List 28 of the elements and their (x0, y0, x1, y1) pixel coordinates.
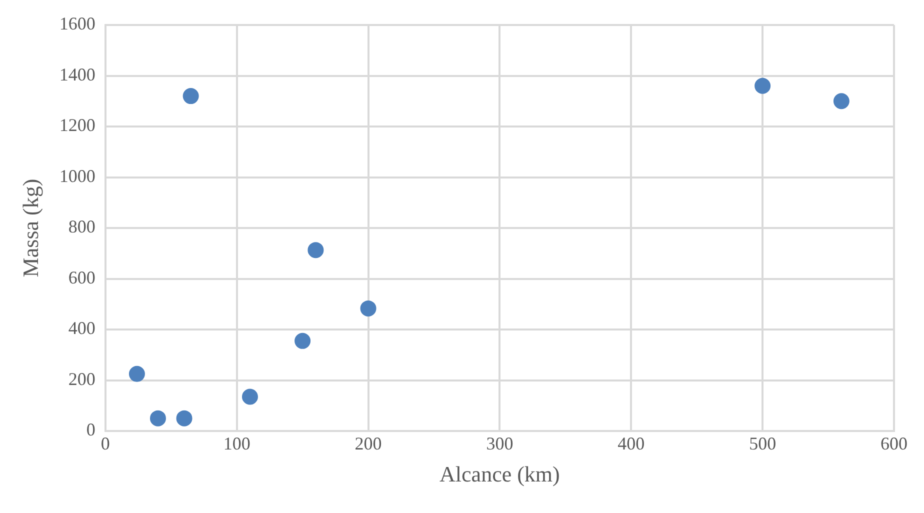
point (360, 300, 376, 316)
y-tick-label: 400 (68, 318, 96, 338)
point (150, 410, 166, 426)
x-tick-label: 600 (880, 434, 908, 454)
y-axis-title: Massa (kg) (18, 178, 43, 278)
point (833, 93, 850, 110)
x-tick-label: 300 (486, 434, 514, 454)
point (294, 332, 311, 349)
y-tick-label: 1000 (59, 166, 96, 186)
point (754, 78, 771, 94)
y-tick-label: 800 (68, 216, 96, 237)
point (242, 388, 258, 405)
x-tick-label: 0 (100, 434, 110, 454)
y-tick-label: 200 (68, 368, 96, 389)
y-tick-label: 1600 (59, 14, 96, 34)
y-tick-label: 1200 (59, 115, 96, 136)
y-tick-label: 0 (86, 420, 96, 440)
y-tick-label: 1400 (59, 64, 96, 84)
x-tick-label: 400 (618, 434, 645, 454)
x-tick-label: 500 (749, 434, 776, 454)
point (308, 242, 324, 258)
point (182, 88, 199, 104)
x-tick-label: 200 (354, 434, 382, 454)
point (176, 410, 192, 426)
x-axis-title: Alcance (km) (440, 462, 560, 487)
x-tick-label: 100 (223, 434, 250, 454)
point (128, 366, 145, 382)
y-tick-label: 600 (68, 267, 96, 288)
